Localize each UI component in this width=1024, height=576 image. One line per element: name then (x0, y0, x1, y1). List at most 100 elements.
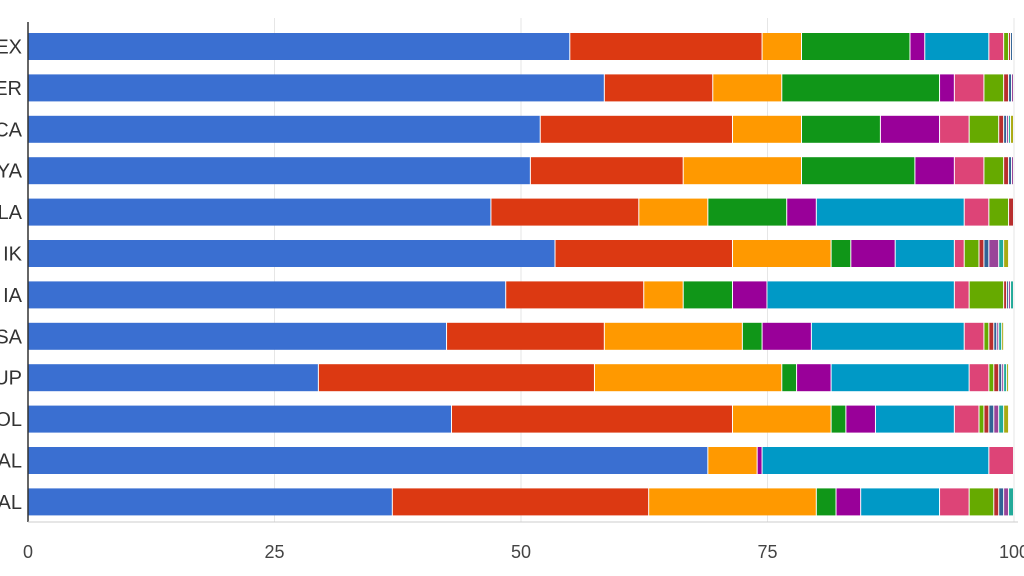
bar-segment-row8-series13[interactable] (1002, 322, 1004, 350)
bar-segment-row9-series10[interactable] (999, 364, 1002, 392)
bar-segment-row11-series6[interactable] (762, 447, 989, 474)
bar-segment-row4-series2[interactable] (530, 157, 683, 185)
bar-segment-row1-series8[interactable] (1004, 33, 1009, 60)
bar-segment-row11-series7[interactable] (989, 447, 1013, 474)
bar-segment-row12-series2[interactable] (392, 488, 649, 516)
bar-segment-row12-series12[interactable] (1009, 488, 1013, 516)
bar-segment-row10-series10[interactable] (989, 405, 994, 433)
bar-segment-row8-series10[interactable] (994, 322, 997, 350)
bar-segment-row3-series4[interactable] (802, 115, 880, 143)
bar-segment-row7-series3[interactable] (644, 281, 683, 309)
bar-segment-row9-series4[interactable] (782, 364, 797, 392)
bar-segment-row7-series5[interactable] (732, 281, 767, 309)
bar-segment-row1-series5[interactable] (910, 33, 925, 60)
bar-segment-row2-series5[interactable] (940, 74, 954, 102)
bar-segment-row3-series10[interactable] (1004, 115, 1007, 143)
bar-segment-row8-series9[interactable] (989, 322, 994, 350)
bar-segment-row8-series11[interactable] (997, 322, 999, 350)
bar-segment-row3-series5[interactable] (880, 115, 940, 143)
bar-segment-row3-series1[interactable] (28, 115, 540, 143)
bar-segment-row5-series5[interactable] (787, 198, 816, 226)
bar-segment-row2-series4[interactable] (782, 74, 940, 102)
bar-segment-row10-series5[interactable] (846, 405, 875, 433)
bar-segment-row12-series7[interactable] (940, 488, 969, 516)
bar-segment-row2-series3[interactable] (713, 74, 782, 102)
bar-segment-row7-series6[interactable] (767, 281, 954, 309)
bar-segment-row1-series10[interactable] (1011, 33, 1013, 60)
bar-segment-row1-series7[interactable] (989, 33, 1004, 60)
bar-segment-row3-series3[interactable] (732, 115, 802, 143)
bar-segment-row12-series1[interactable] (28, 488, 392, 516)
bar-segment-row12-series4[interactable] (816, 488, 836, 516)
bar-segment-row10-series12[interactable] (999, 405, 1004, 433)
bar-segment-row3-series9[interactable] (999, 115, 1004, 143)
bar-segment-row6-series9[interactable] (979, 240, 984, 267)
bar-segment-row6-series10[interactable] (984, 240, 989, 267)
bar-segment-row8-series2[interactable] (447, 322, 604, 350)
bar-segment-row2-series1[interactable] (28, 74, 604, 102)
bar-segment-row4-series7[interactable] (954, 157, 984, 185)
bar-segment-row7-series4[interactable] (683, 281, 732, 309)
bar-segment-row6-series3[interactable] (732, 240, 831, 267)
bar-segment-row6-series2[interactable] (555, 240, 732, 267)
bar-segment-row1-series4[interactable] (802, 33, 910, 60)
bar-segment-row6-series11[interactable] (989, 240, 999, 267)
bar-segment-row10-series6[interactable] (875, 405, 954, 433)
bar-segment-row12-series6[interactable] (861, 488, 940, 516)
bar-segment-row2-series2[interactable] (604, 74, 713, 102)
bar-segment-row6-series6[interactable] (895, 240, 954, 267)
bar-segment-row9-series13[interactable] (1007, 364, 1009, 392)
bar-segment-row12-series5[interactable] (836, 488, 861, 516)
bar-segment-row5-series8[interactable] (989, 198, 1009, 226)
bar-segment-row5-series6[interactable] (816, 198, 964, 226)
bar-segment-row10-series8[interactable] (979, 405, 984, 433)
bar-segment-row1-series3[interactable] (762, 33, 802, 60)
bar-segment-row10-series7[interactable] (954, 405, 979, 433)
bar-segment-row10-series11[interactable] (994, 405, 999, 433)
bar-segment-row9-series9[interactable] (994, 364, 999, 392)
bar-segment-row1-series6[interactable] (925, 33, 989, 60)
bar-segment-row1-series2[interactable] (570, 33, 762, 60)
bar-segment-row9-series2[interactable] (318, 364, 594, 392)
bar-segment-row10-series2[interactable] (451, 405, 732, 433)
bar-segment-row9-series3[interactable] (594, 364, 782, 392)
bar-segment-row6-series8[interactable] (964, 240, 979, 267)
bar-segment-row10-series13[interactable] (1004, 405, 1009, 433)
bar-segment-row12-series9[interactable] (994, 488, 999, 516)
bar-segment-row12-series10[interactable] (999, 488, 1004, 516)
bar-segment-row11-series3[interactable] (708, 447, 757, 474)
bar-segment-row7-series2[interactable] (506, 281, 644, 309)
bar-segment-row5-series2[interactable] (491, 198, 639, 226)
bar-segment-row9-series12[interactable] (1004, 364, 1007, 392)
bar-segment-row5-series7[interactable] (964, 198, 989, 226)
bar-segment-row12-series3[interactable] (649, 488, 816, 516)
bar-segment-row7-series12[interactable] (1011, 281, 1013, 309)
bar-segment-row3-series12[interactable] (1009, 115, 1011, 143)
bar-segment-row8-series12[interactable] (999, 322, 1002, 350)
bar-segment-row10-series9[interactable] (984, 405, 989, 433)
bar-segment-row12-series11[interactable] (1004, 488, 1009, 516)
bar-segment-row2-series8[interactable] (984, 74, 1004, 102)
bar-segment-row9-series5[interactable] (797, 364, 831, 392)
bar-segment-row4-series10[interactable] (1009, 157, 1012, 185)
bar-segment-row7-series9[interactable] (1004, 281, 1007, 309)
bar-segment-row2-series10[interactable] (1009, 74, 1012, 102)
bar-segment-row8-series8[interactable] (984, 322, 989, 350)
bar-segment-row8-series5[interactable] (762, 322, 811, 350)
bar-segment-row5-series4[interactable] (708, 198, 787, 226)
bar-segment-row8-series7[interactable] (964, 322, 984, 350)
bar-segment-row11-series5[interactable] (757, 447, 762, 474)
bar-segment-row8-series3[interactable] (604, 322, 742, 350)
bar-segment-row4-series3[interactable] (683, 157, 802, 185)
bar-segment-row9-series1[interactable] (28, 364, 318, 392)
bar-segment-row2-series11[interactable] (1012, 74, 1013, 102)
bar-segment-row10-series3[interactable] (732, 405, 831, 433)
bar-segment-row4-series5[interactable] (915, 157, 954, 185)
bar-segment-row8-series6[interactable] (811, 322, 964, 350)
bar-segment-row2-series9[interactable] (1004, 74, 1009, 102)
bar-segment-row4-series4[interactable] (802, 157, 915, 185)
bar-segment-row5-series1[interactable] (28, 198, 491, 226)
bar-segment-row4-series8[interactable] (984, 157, 1004, 185)
bar-segment-row8-series1[interactable] (28, 322, 447, 350)
bar-segment-row7-series7[interactable] (954, 281, 969, 309)
